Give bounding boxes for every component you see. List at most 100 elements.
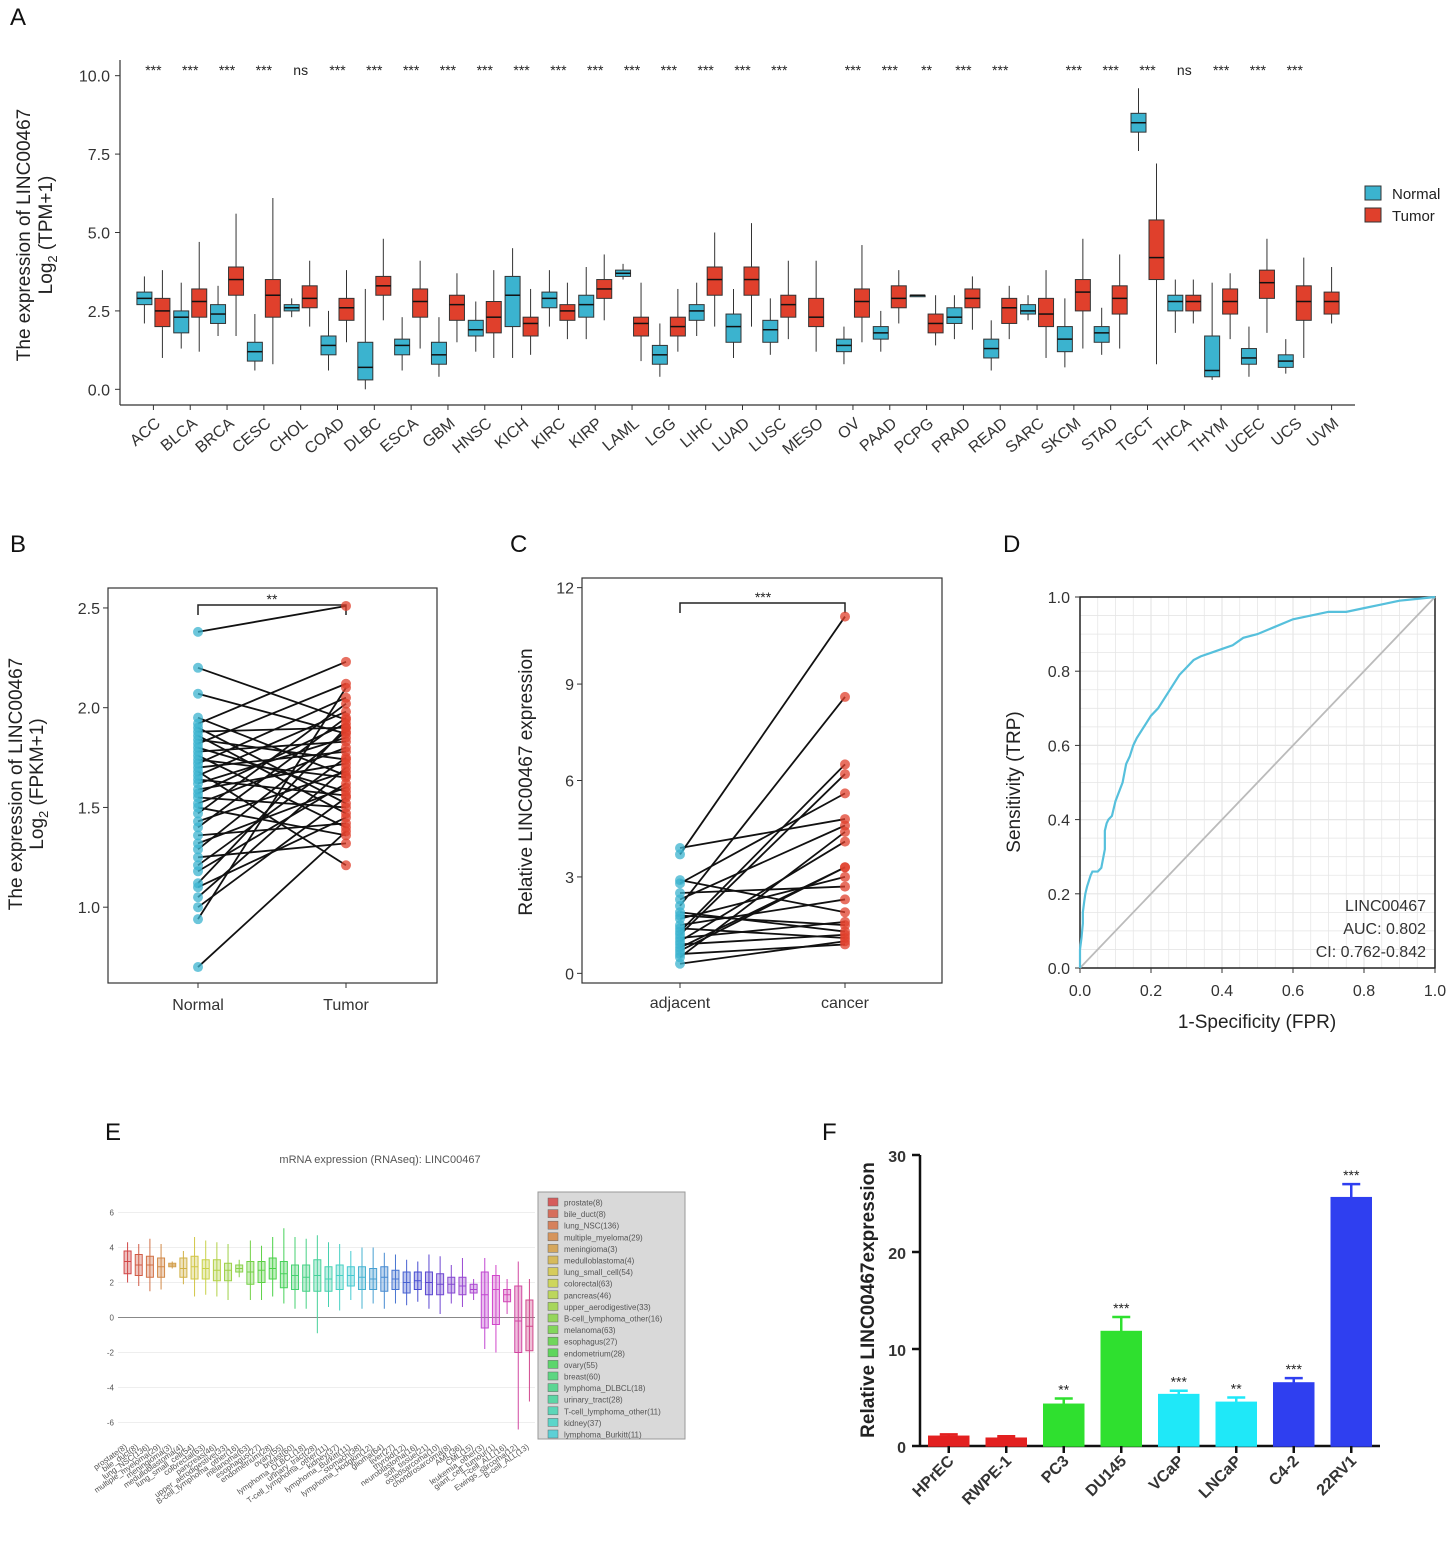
panel-b-pair-line xyxy=(197,830,347,968)
panel-a-significance: *** xyxy=(1213,62,1230,78)
panel-a-significance: *** xyxy=(256,62,273,78)
panel-a-normal-box xyxy=(725,313,742,343)
panel-c-ylabel: Relative LINC00467 expression xyxy=(516,648,537,915)
panel-f-bar xyxy=(1273,1382,1315,1447)
panel-a-ytick-label: 5.0 xyxy=(88,226,110,243)
panel-c-xtick-adjacent: adjacent xyxy=(650,995,711,1012)
panel-b-point-tumor xyxy=(341,754,351,765)
panel-b-pair-line xyxy=(197,762,347,791)
panel-f-ytick-label: 20 xyxy=(888,1246,906,1263)
legend-normal-swatch xyxy=(1364,185,1382,201)
panel-b-point-tumor xyxy=(341,728,351,739)
panel-e-box xyxy=(145,1255,154,1278)
panel-a-xtick-label: STAD xyxy=(1079,415,1122,455)
panel-c-pair-line xyxy=(679,792,846,885)
panel-a-xtick-label: READ xyxy=(966,415,1011,457)
panel-e-box xyxy=(279,1261,288,1289)
panel-a-xtick-label: LGG xyxy=(643,415,680,450)
panel-e-box xyxy=(480,1271,489,1329)
panel-label-b: B xyxy=(10,531,26,558)
panel-e-box xyxy=(302,1264,311,1292)
panel-a-xtick-label: COAD xyxy=(302,415,348,458)
panel-e-box xyxy=(179,1257,188,1278)
panel-d-roc: 0.0 0.2 0.4 0.6 0.8 1.0 0.0 0.2 0.4 0.6 0.8 1.0 Sens… xyxy=(1004,590,1446,1033)
panel-f-bar xyxy=(1043,1403,1085,1447)
panel-e-legend-label: lung_NSC(136) xyxy=(564,1222,619,1231)
panel-e-legend-label: urinary_tract(28) xyxy=(564,1396,623,1405)
panel-f-significance: *** xyxy=(1286,1361,1303,1377)
panel-c-point-cancer xyxy=(840,907,850,918)
panel-c-point-cancer xyxy=(840,788,850,799)
panel-e-legend-swatch xyxy=(547,1244,559,1253)
panel-b-point-normal xyxy=(193,914,203,925)
panel-a-tumor-box xyxy=(1111,285,1128,315)
legend-normal-label: Normal xyxy=(1392,186,1440,203)
panel-f-bar xyxy=(1158,1393,1200,1447)
panel-a-xtick-label: LIHC xyxy=(677,415,716,451)
panel-e-ytick-label: -6 xyxy=(107,1419,115,1428)
panel-a-xtick-label: OV xyxy=(835,415,864,443)
panel-e-legend-swatch xyxy=(547,1220,559,1230)
panel-a-xtick-label: TGCT xyxy=(1114,415,1158,456)
panel-e-ytick-label: 0 xyxy=(110,1314,115,1323)
panel-c-significance-bracket xyxy=(679,602,846,613)
panel-b-point-normal xyxy=(193,878,203,889)
panel-d-ytick-label: 0.8 xyxy=(1048,664,1070,681)
panel-b-point-tumor xyxy=(341,860,351,871)
panel-a-significance: *** xyxy=(587,62,604,78)
panel-b-point-normal xyxy=(193,688,203,699)
panel-c-pair-line xyxy=(679,911,846,933)
panel-c-pair-line xyxy=(679,921,846,939)
panel-a-significance: *** xyxy=(1139,62,1156,78)
panel-label-a: A xyxy=(10,4,26,31)
panel-a-xtick-label: CHOL xyxy=(266,415,311,457)
panel-e-legend-swatch xyxy=(547,1383,559,1392)
panel-d-xtick-label: 0.4 xyxy=(1211,983,1233,1000)
panel-e-legend-label: meningioma(3) xyxy=(564,1245,618,1254)
panel-a-tumor-box xyxy=(522,316,539,337)
panel-a-significance: *** xyxy=(403,62,420,78)
panel-b-significance: ** xyxy=(267,591,278,607)
panel-d-annotation-auc: AUC: 0.802 xyxy=(1343,921,1426,938)
panel-f-xtick-label: DU145 xyxy=(1083,1453,1130,1500)
panel-c-significance: *** xyxy=(755,589,772,605)
panel-b-point-tumor xyxy=(341,830,351,841)
panel-c-pair-line xyxy=(679,696,846,907)
panel-b-point-tumor xyxy=(341,706,351,717)
panel-a-xtick-label: UVM xyxy=(1304,415,1342,451)
panel-f-xtick-label: PC3 xyxy=(1039,1453,1073,1487)
panel-e-legend-label: esophagus(27) xyxy=(564,1338,618,1347)
panel-c-point-cancer xyxy=(840,894,850,905)
panel-e-legend-label: prostate(8) xyxy=(564,1199,603,1208)
panel-b-point-normal xyxy=(193,712,203,723)
panel-a-significance: *** xyxy=(440,62,457,78)
panel-c-pair-line xyxy=(679,927,846,939)
panel-a-significance: *** xyxy=(1250,62,1267,78)
panel-c-point-cancer xyxy=(840,691,850,702)
panel-c-pair-line xyxy=(679,876,846,920)
panel-a-normal-box xyxy=(430,341,447,365)
panel-c-point-cancer xyxy=(840,920,850,931)
panel-c-point-cancer xyxy=(840,881,850,892)
panel-c-point-cancer xyxy=(840,769,850,780)
panel-label-f: F xyxy=(822,1119,837,1146)
panel-e-box xyxy=(503,1289,512,1303)
panel-a-ylabel-line2: Log2 (TPM+1) xyxy=(36,176,60,295)
panel-a-tumor-box xyxy=(1074,279,1091,312)
panel-b-pair-line xyxy=(197,734,347,815)
panel-e-legend-label: lung_small_cell(54) xyxy=(564,1268,633,1277)
panel-b-ytick-label: 1.5 xyxy=(78,800,100,817)
panel-f-xtick-label: C4-2 xyxy=(1266,1453,1303,1490)
panel-c-pair-line xyxy=(679,940,846,965)
panel-b-ytick-label: 2.5 xyxy=(78,601,100,618)
panel-e-legend-swatch xyxy=(547,1406,559,1416)
panel-e-legend-swatch xyxy=(547,1255,559,1265)
panel-b-pair-line xyxy=(197,605,347,633)
panel-e-legend-label: kidney(37) xyxy=(564,1419,602,1428)
panel-c-point-cancer xyxy=(840,862,850,873)
panel-c-point-adjacent xyxy=(675,926,685,937)
panel-e-legend-label: medulloblastoma(4) xyxy=(564,1257,635,1266)
panel-c-pair-line xyxy=(679,840,846,942)
panel-f-ytick-label: 30 xyxy=(888,1149,906,1166)
panel-b-point-tumor xyxy=(341,692,351,703)
